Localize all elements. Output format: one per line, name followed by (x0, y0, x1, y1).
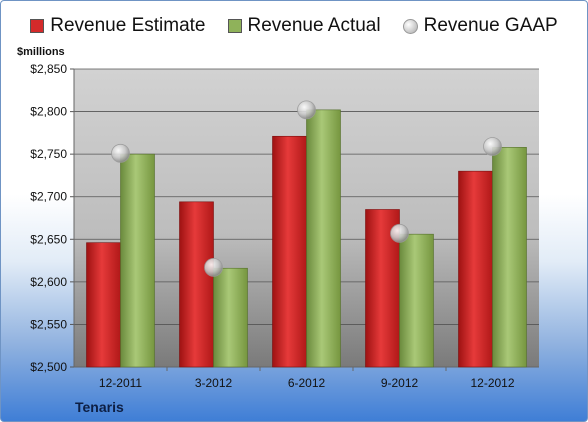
bar-revenue-estimate (86, 242, 121, 368)
legend-item-revenue-actual: Revenue Actual (227, 15, 381, 37)
y-tick-label: $2,850 (30, 62, 67, 76)
bar-revenue-estimate (458, 170, 493, 368)
bar-revenue-estimate (272, 135, 307, 368)
bar-revenue-actual (213, 267, 248, 368)
x-tick-label: 12-2012 (470, 376, 514, 390)
x-tick-label: 9-2012 (381, 376, 419, 390)
legend-swatch-revenue-estimate (30, 19, 45, 33)
bar-revenue-actual (492, 147, 527, 368)
bar-revenue-actual (306, 109, 341, 368)
legend-item-revenue-estimate: Revenue Estimate (30, 15, 206, 37)
chart-legend: Revenue Estimate Revenue Actual Revenue … (1, 15, 587, 37)
bar-revenue-estimate (179, 201, 214, 368)
bar-revenue-actual (399, 233, 434, 368)
y-tick-label: $2,750 (30, 147, 67, 161)
bar-revenue-actual (120, 153, 155, 368)
y-tick-label: $2,500 (30, 360, 67, 374)
legend-item-revenue-gaap: Revenue GAAP (402, 15, 558, 37)
company-label: Tenaris (75, 399, 124, 415)
legend-label-revenue-gaap: Revenue GAAP (423, 15, 558, 36)
marker-revenue-gaap (111, 143, 130, 163)
marker-revenue-gaap (297, 100, 316, 120)
y-tick-label: $2,550 (30, 317, 67, 331)
legend-label-revenue-actual: Revenue Actual (247, 15, 381, 36)
y-axis-unit-label: $millions (17, 46, 65, 58)
marker-revenue-gaap (483, 137, 502, 156)
legend-swatch-revenue-gaap (402, 18, 418, 34)
legend-label-revenue-estimate: Revenue Estimate (50, 15, 206, 36)
y-tick-label: $2,650 (30, 232, 67, 246)
x-tick-label: 12-2011 (99, 376, 142, 390)
x-tick-label: 3-2012 (195, 376, 233, 390)
marker-revenue-gaap (390, 223, 409, 243)
legend-swatch-revenue-actual (227, 19, 242, 33)
x-tick-label: 6-2012 (288, 376, 326, 390)
y-tick-label: $2,700 (30, 190, 67, 204)
y-tick-label: $2,600 (30, 275, 67, 289)
marker-revenue-gaap (204, 257, 223, 277)
y-tick-label: $2,800 (30, 105, 67, 119)
